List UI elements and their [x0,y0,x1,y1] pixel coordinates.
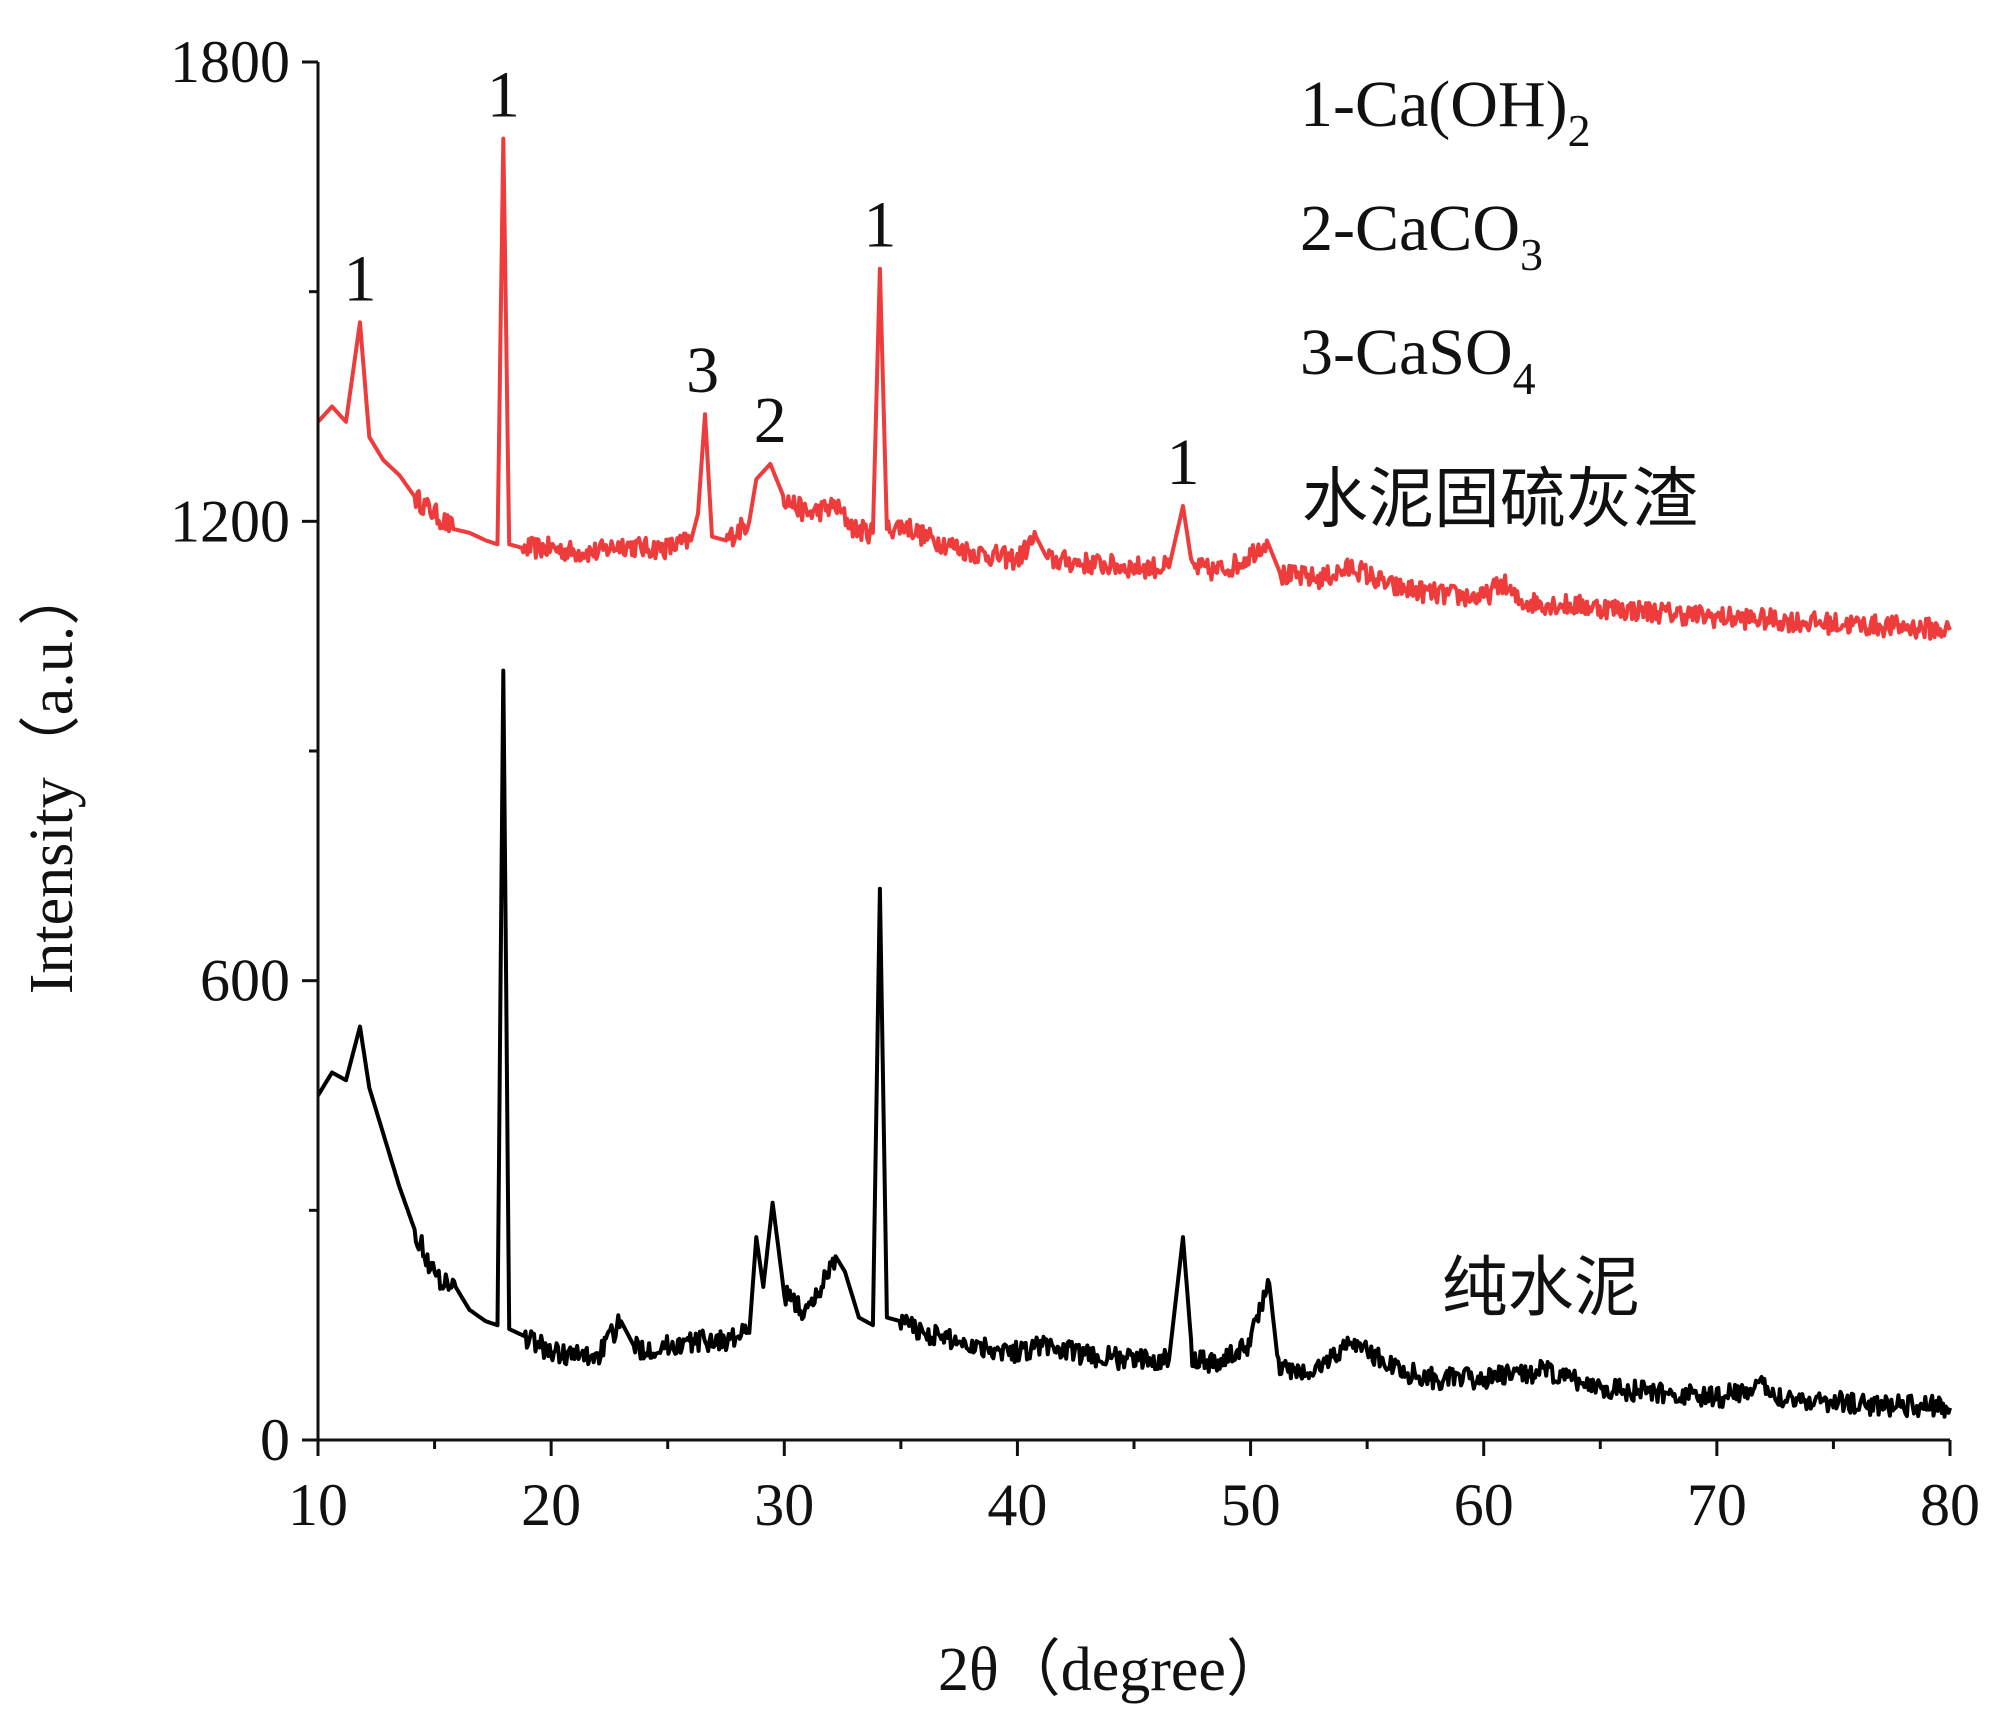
y-tick-label: 1200 [170,488,290,554]
y-tick-label: 600 [200,948,290,1014]
peak-label: 1 [1166,426,1199,499]
x-tick-label: 30 [754,1472,814,1538]
x-tick-label: 80 [1920,1472,1980,1538]
x-tick-label: 20 [521,1472,581,1538]
x-axis-title: 2θ（degree） [938,1636,1288,1704]
series-line-0 [316,136,1952,641]
series-label: 纯水泥 [1442,1249,1640,1326]
series-layer [316,136,1952,1419]
legend-entry: 2-CaCO3 [1300,192,1543,280]
legend-entry: 1-Ca(OH)2 [1300,68,1591,156]
x-tick-label: 10 [288,1472,348,1538]
peak-label: 1 [343,242,376,315]
peak-label: 2 [754,384,787,457]
series-label: 水泥固硫灰渣 [1302,460,1698,537]
peak-label: 1 [863,189,896,262]
legend: 1-Ca(OH)2 2-CaCO3 3-CaSO4 [1300,68,1591,404]
x-tick-label: 40 [987,1472,1047,1538]
x-tick-label: 60 [1454,1472,1514,1538]
series-line-1 [316,668,1952,1419]
y-axis-title: Intensity（a.u.） [18,564,86,995]
x-tick-label: 50 [1221,1472,1281,1538]
peak-label: 1 [487,59,520,132]
y-tick-label: 1800 [170,29,290,95]
x-tick-label: 70 [1687,1472,1747,1538]
peak-label: 3 [686,334,719,407]
axes-layer: 10 20 30 40 50 60 70 80 0 600 1200 1800 [170,29,1980,1538]
y-tick-label: 0 [260,1407,290,1473]
legend-entry: 3-CaSO4 [1300,316,1536,404]
